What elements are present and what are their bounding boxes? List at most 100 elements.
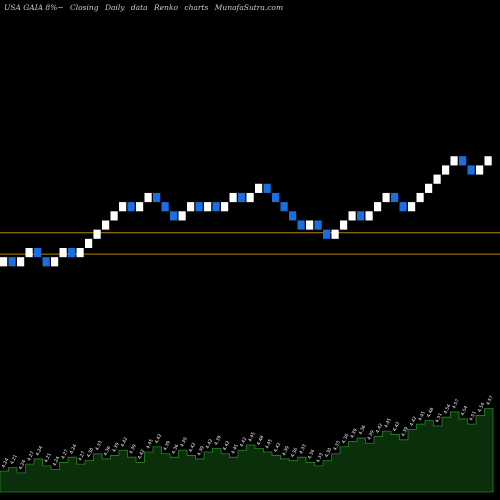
volume-label: 4.30 [324,447,334,459]
renko-brick-up [221,202,229,212]
renko-brick-up [59,248,67,258]
renko-brick-up [408,202,416,212]
renko-brick-up [93,229,101,239]
volume-label: 4.33 [315,452,325,464]
volume-labels: 4.24 4.21 4.244.27 4.244.21 4.244.27 4.244.27… [1,395,495,471]
renko-brick-down [212,202,220,212]
volume-label: 4.42 [375,422,385,434]
renko-brick-down [263,183,271,193]
renko-brick-down [399,202,407,212]
volume-label: 4.42 [188,442,198,454]
volume-label: 4.36 [341,433,351,445]
renko-brick-up [102,220,110,230]
volume-label: 4.24 [69,443,79,455]
renko-bricks [0,156,492,267]
volume-label: 4.33 [332,440,342,452]
renko-brick-up [348,211,356,221]
volume-label: 4.42 [154,433,164,445]
volume-label: 4.39 [179,436,189,448]
volume-label: 4.42 [120,436,130,448]
volume-label: 4.45 [145,438,155,450]
renko-brick-down [127,202,135,212]
renko-brick-up [144,192,152,203]
renko-brick-up [450,156,458,166]
chart-header: USA GAIA 8%~ Closing Daily data Renko ch… [4,3,287,12]
volume-label: 4.51 [468,410,478,422]
renko-brick-down [459,156,467,166]
volume-label: 4.42 [137,449,147,461]
volume-label: 4.54 [477,402,487,414]
volume-label: 4.24 [52,455,62,467]
volume-label: 4.39 [111,442,121,454]
volume-label: 4.45 [247,431,257,443]
volume-label: 4.24 [18,459,28,471]
renko-brick-up [229,192,237,203]
renko-brick-up [476,165,484,175]
volume-label: 4.51 [434,412,444,424]
renko-brick-down [467,165,475,175]
volume-label: 4.39 [213,435,223,447]
volume-label: 4.27 [77,450,87,462]
volume-label: 4.36 [290,447,300,459]
renko-brick-up [204,202,212,212]
volume-label: 4.36 [307,449,317,461]
renko-brick-down [42,257,50,267]
renko-brick-up [246,192,254,203]
renko-brick-down [289,211,297,221]
renko-brick-up [374,202,382,212]
header-word-data: data [130,3,148,12]
renko-brick-down [34,248,42,258]
volume-label: 4.39 [162,440,172,452]
renko-brick-up [433,174,441,184]
header-word-daily: Daily [104,3,125,12]
volume-label: 4.45 [417,410,427,422]
volume-label: 4.54 [443,403,453,415]
renko-brick-up [0,257,8,267]
volume-label: 4.21 [9,454,19,466]
renko-brick-down [297,220,305,230]
renko-brick-up [51,257,59,267]
volume-series [0,408,494,493]
volume-label: 4.39 [196,445,206,457]
renko-brick-up [25,248,33,258]
renko-brick-down [153,192,161,203]
volume-label: 4.42 [409,415,419,427]
volume-label: 4.33 [298,443,308,455]
header-word-renko: Renko [154,3,179,12]
volume-label: 4.27 [60,449,70,461]
renko-brick-up [187,202,195,212]
volume-label: 4.39 [400,426,410,438]
volume-label: 4.45 [383,417,393,429]
renko-brick-up [119,202,127,212]
volume-label: 4.42 [239,436,249,448]
volume-label: 4.33 [94,440,104,452]
renko-brick-down [314,220,322,230]
renko-brick-down [238,192,246,203]
volume-label: 4.36 [358,424,368,436]
renko-brick-up [442,165,450,175]
volume-label: 4.48 [256,435,266,447]
renko-brick-up [382,192,390,203]
volume-label: 4.36 [103,445,113,457]
volume-label: 4.39 [366,429,376,441]
volume-label: 4.42 [392,421,402,433]
volume-label: 4.24 [1,457,11,469]
ticker-label: USA GAIA 8%~ [4,3,64,12]
volume-label: 4.36 [171,443,181,455]
volume-label: 4.39 [349,428,359,440]
volume-label: 4.45 [264,438,274,450]
volume-label: 4.48 [426,407,436,419]
renko-brick-up [306,220,314,230]
renko-brick-up [416,192,424,203]
renko-brick-down [8,257,16,267]
renko-brick-up [110,211,118,221]
volume-label: 4.21 [43,452,53,464]
renko-brick-up [425,183,433,193]
volume-label: 4.42 [222,440,232,452]
renko-brick-up [178,211,186,221]
renko-brick-up [331,229,339,239]
renko-brick-down [68,248,76,258]
renko-brick-up [255,183,263,193]
volume-label: 4.42 [205,438,215,450]
